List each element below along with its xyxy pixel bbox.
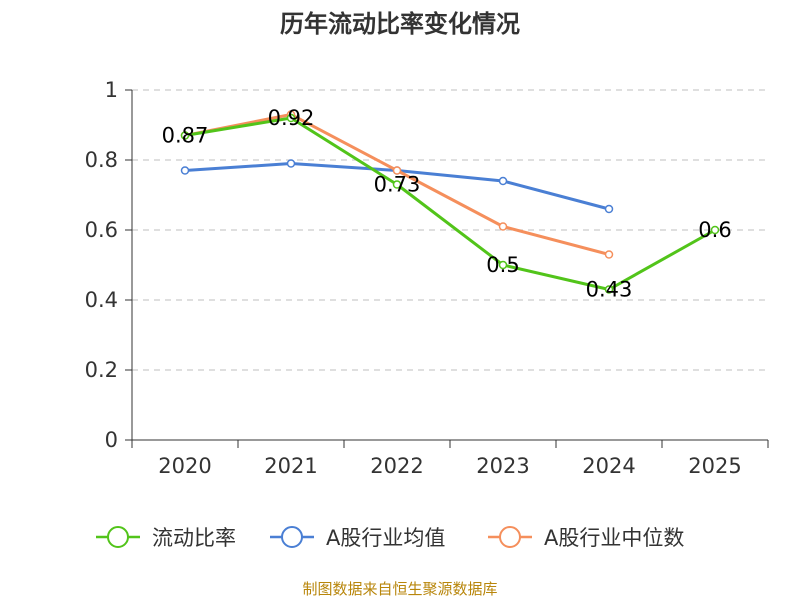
chart-title: 历年流动比率变化情况 (280, 10, 520, 38)
data-point (180, 131, 190, 140)
y-tick-label: 0.2 (85, 358, 118, 382)
data-point (180, 166, 190, 175)
data-point (498, 222, 508, 231)
y-tick-label: 1 (105, 78, 118, 102)
x-tick-label: 2023 (476, 454, 529, 478)
y-tick-label: 0.4 (85, 288, 118, 312)
data-point (286, 113, 296, 123)
axes: 0 0.2 0.4 0.6 0.8 1 2020 2021 2022 2023 2024 2025 (85, 78, 769, 478)
series-line (184, 116, 716, 291)
x-tick-label: 2022 (370, 454, 423, 478)
data-point (604, 250, 614, 259)
data-point (392, 180, 402, 189)
data-label: 0.5 (486, 253, 519, 277)
data-label: 0.6 (698, 218, 731, 242)
legend-item: A股行业中位数 (488, 526, 684, 550)
data-point (498, 176, 508, 186)
legend-label: 流动比率 (152, 526, 236, 550)
data-label: 0.92 (268, 106, 315, 130)
data-point (604, 204, 614, 214)
legend-item: A股行业均值 (270, 526, 445, 550)
data-point (710, 225, 720, 235)
data-label: 0.73 (374, 173, 421, 197)
series-0 (180, 113, 720, 294)
legend-marker (499, 526, 521, 548)
x-tick-label: 2024 (582, 454, 635, 478)
y-tick-label: 0 (105, 428, 118, 452)
data-point (498, 260, 508, 270)
legend-label: A股行业中位数 (544, 526, 684, 550)
data-point (604, 285, 614, 294)
data-label: 0.43 (586, 278, 633, 302)
source-note: 制图数据来自恒生聚源数据库 (302, 580, 497, 598)
legend-item: 流动比率 (96, 526, 236, 550)
data-point (392, 166, 402, 175)
y-tick-label: 0.6 (85, 218, 118, 242)
data-labels: 0.87 0.92 0.73 0.5 0.43 0.6 (162, 106, 732, 302)
x-tick-label: 2025 (688, 454, 741, 478)
y-tick-label: 0.8 (85, 148, 118, 172)
x-tick-label: 2021 (264, 454, 317, 478)
legend-marker (107, 526, 129, 548)
series-layer (180, 110, 720, 294)
legend-label: A股行业均值 (326, 526, 445, 550)
x-tick-label: 2020 (158, 454, 211, 478)
grid-lines (132, 89, 768, 371)
legend-marker (281, 526, 303, 548)
legend: 流动比率 A股行业均值 A股行业中位数 (96, 526, 684, 550)
data-label: 0.87 (162, 124, 209, 148)
data-point (286, 159, 296, 168)
